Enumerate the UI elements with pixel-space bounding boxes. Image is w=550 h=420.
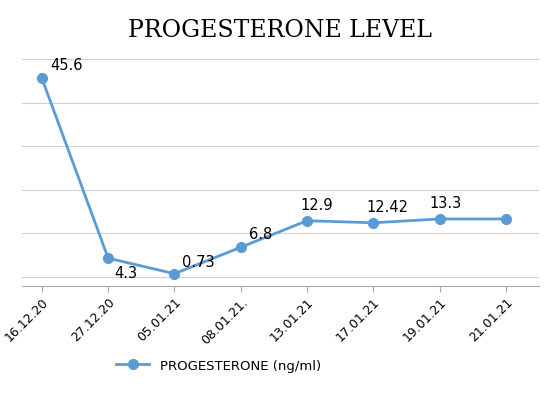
Text: 4.3: 4.3: [115, 266, 138, 281]
Text: 0.73: 0.73: [183, 255, 215, 270]
PROGESTERONE (ng/ml): [171, 271, 178, 276]
Text: 12.9: 12.9: [300, 198, 333, 213]
PROGESTERONE (ng/ml): [238, 245, 244, 250]
Text: 6.8: 6.8: [249, 228, 272, 242]
PROGESTERONE (ng/ml): [105, 256, 112, 261]
Text: 13.3: 13.3: [430, 196, 462, 211]
PROGESTERONE (ng/ml): [39, 76, 45, 81]
Text: 45.6: 45.6: [50, 58, 82, 73]
Legend: PROGESTERONE (ng/ml): PROGESTERONE (ng/ml): [111, 354, 326, 378]
Text: 12.42: 12.42: [367, 200, 409, 215]
PROGESTERONE (ng/ml): [436, 216, 443, 221]
Line: PROGESTERONE (ng/ml): PROGESTERONE (ng/ml): [37, 74, 511, 278]
PROGESTERONE (ng/ml): [304, 218, 310, 223]
PROGESTERONE (ng/ml): [370, 220, 377, 225]
PROGESTERONE (ng/ml): [503, 216, 509, 221]
Title: PROGESTERONE LEVEL: PROGESTERONE LEVEL: [129, 18, 432, 42]
